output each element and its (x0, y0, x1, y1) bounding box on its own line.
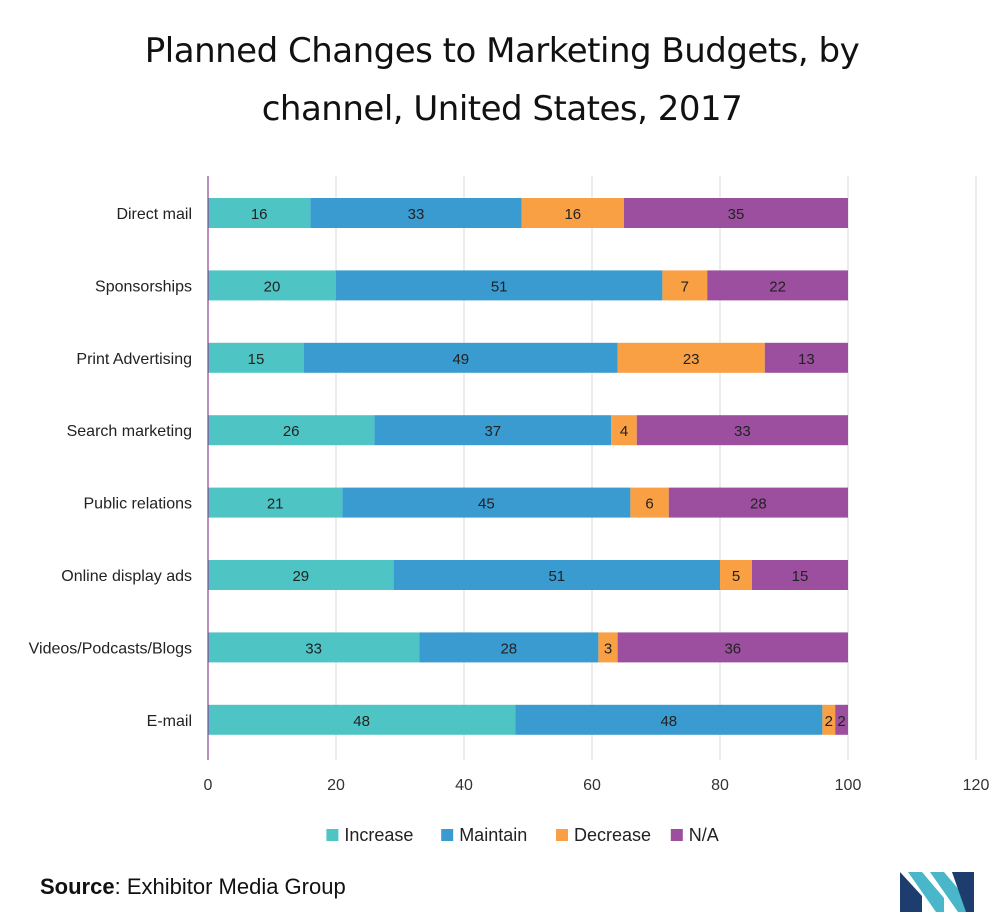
category-label: Direct mail (116, 206, 192, 223)
data-label: 2 (837, 713, 845, 730)
bar-segment (208, 415, 375, 446)
data-label: 5 (732, 568, 740, 585)
x-tick-label: 60 (583, 777, 601, 794)
data-label: 28 (750, 496, 767, 513)
legend-label: N/A (689, 825, 719, 845)
data-label: 48 (353, 713, 370, 730)
legend-swatch (441, 829, 454, 841)
source-note: Source: Exhibitor Media Group (40, 874, 346, 900)
data-label: 26 (283, 423, 300, 440)
bar-segment (393, 560, 720, 590)
data-label: 2 (825, 713, 833, 730)
bar-segment (374, 415, 612, 446)
data-label: 4 (620, 423, 628, 440)
bar-segment (598, 632, 618, 663)
data-label: 21 (267, 496, 284, 513)
bar-segment (208, 270, 336, 301)
data-label: 6 (645, 496, 653, 513)
brand-logo-icon (900, 872, 974, 912)
category-label: Print Advertising (76, 351, 192, 368)
bar-segment (668, 487, 848, 518)
x-tick-label: 20 (327, 777, 345, 794)
bar-segment (707, 270, 848, 301)
bar-segment (515, 704, 823, 735)
data-label: 22 (769, 278, 786, 295)
category-label: Search marketing (67, 423, 192, 440)
bar-segment (752, 560, 848, 590)
bar-segment (617, 342, 765, 373)
x-tick-label: 80 (711, 777, 729, 794)
source-label: Source (40, 874, 115, 899)
data-label: 16 (564, 206, 581, 223)
chart-title: Planned Changes to Marketing Budgets, by… (0, 22, 1004, 138)
x-tick-label: 0 (204, 777, 213, 794)
bar-segment (764, 342, 848, 373)
data-label: 36 (724, 640, 741, 657)
x-tick-label: 100 (835, 777, 862, 794)
source-text: : Exhibitor Media Group (114, 874, 346, 899)
bar-segment (611, 415, 637, 446)
bar-segment (208, 632, 420, 663)
bar-segment (636, 415, 848, 446)
bar-segment (822, 704, 836, 735)
bar-segment (630, 487, 669, 518)
bar-segment (342, 487, 631, 518)
data-label: 48 (660, 713, 677, 730)
data-label: 33 (408, 206, 425, 223)
bar-segment (304, 342, 618, 373)
data-label: 29 (292, 568, 309, 585)
data-label: 28 (500, 640, 517, 657)
bar-segment (310, 198, 522, 228)
bar-segment (521, 198, 624, 228)
category-label: Videos/Podcasts/Blogs (29, 640, 192, 657)
data-label: 13 (798, 351, 815, 368)
data-label: 51 (491, 278, 508, 295)
legend-swatch (556, 829, 568, 841)
data-label: 35 (728, 206, 745, 223)
category-label: Public relations (84, 496, 193, 513)
legend-label: Increase (344, 825, 413, 845)
data-label: 45 (478, 496, 495, 513)
data-label: 33 (734, 423, 751, 440)
bar-segment (617, 632, 848, 663)
legend-swatch (670, 829, 683, 841)
category-label: E-mail (147, 713, 192, 730)
data-label: 7 (681, 278, 689, 295)
data-label: 23 (683, 351, 700, 368)
data-label: 49 (452, 351, 469, 368)
legend-label: Maintain (459, 825, 527, 845)
category-label: Online display ads (61, 568, 192, 585)
data-label: 37 (484, 423, 501, 440)
legend-label: Decrease (574, 825, 651, 845)
category-label: Sponsorships (95, 278, 192, 295)
legend-swatch (326, 829, 339, 841)
bar-segment (835, 704, 848, 735)
data-label: 16 (251, 206, 268, 223)
bar-segment (624, 198, 848, 228)
bar-segment (336, 270, 663, 301)
bar-segment (208, 342, 304, 373)
data-label: 3 (604, 640, 612, 657)
bar-segment (208, 560, 394, 590)
data-label: 33 (305, 640, 322, 657)
bar-segment (419, 632, 599, 663)
data-label: 20 (264, 278, 281, 295)
x-tick-label: 120 (963, 777, 990, 794)
chart-title-line1: Planned Changes to Marketing Budgets, by (144, 31, 860, 71)
bar-segment (208, 198, 311, 228)
x-tick-label: 40 (455, 777, 473, 794)
chart-title-line2: channel, United States, 2017 (261, 89, 743, 129)
bar-segment (662, 270, 708, 301)
data-label: 51 (548, 568, 565, 585)
bar-segment (720, 560, 752, 590)
data-label: 15 (248, 351, 265, 368)
bar-segment (208, 704, 516, 735)
data-label: 15 (792, 568, 809, 585)
bar-segment (208, 487, 343, 518)
